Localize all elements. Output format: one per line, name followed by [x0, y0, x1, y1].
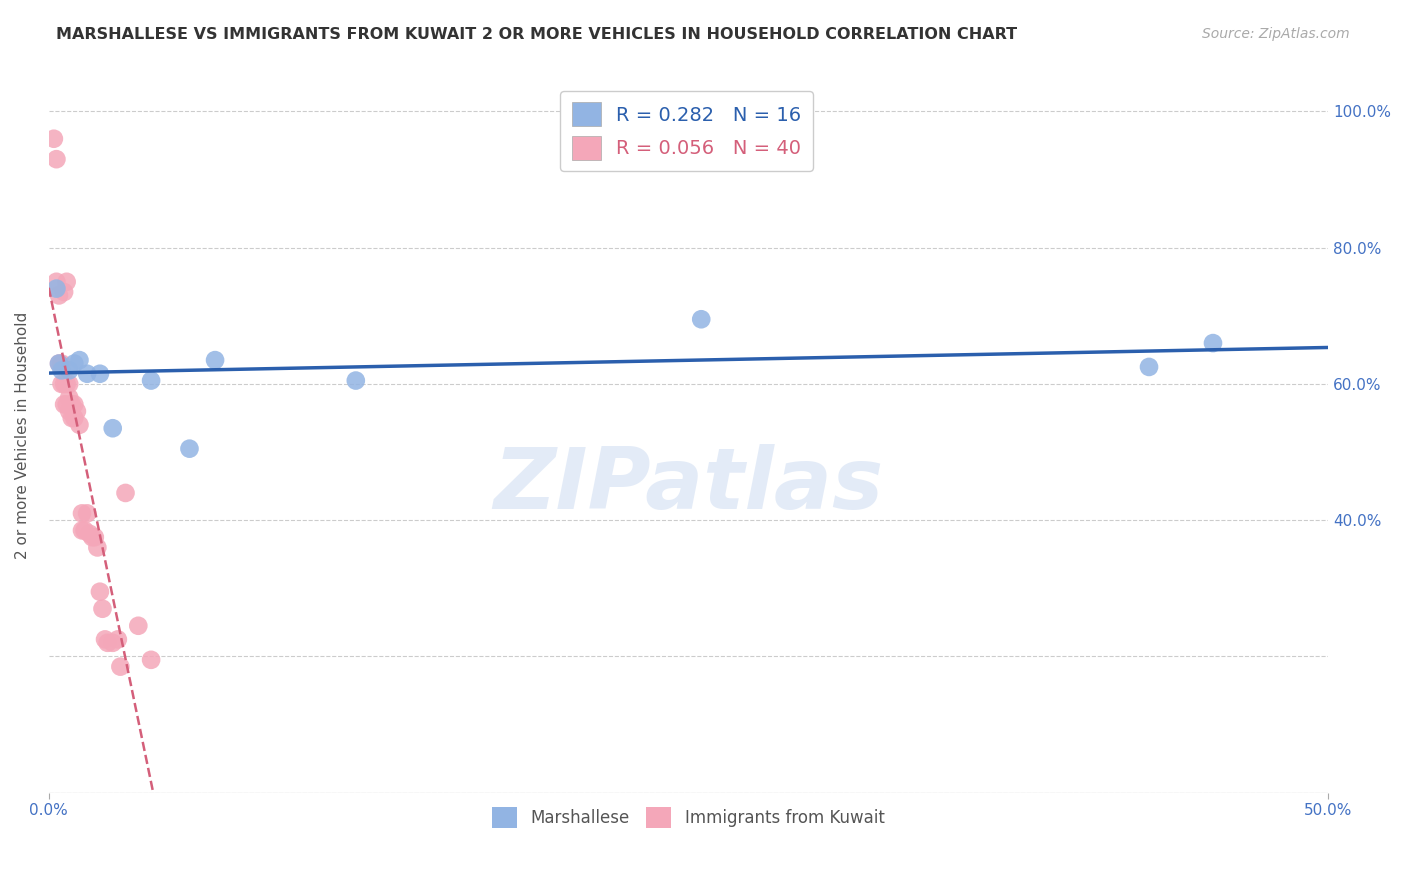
- Point: [58, 391, 80, 405]
- Point: [101, 421, 124, 435]
- Legend: Marshallese, Immigrants from Kuwait: Marshallese, Immigrants from Kuwait: [485, 801, 891, 834]
- Point: [139, 374, 162, 388]
- Point: [91, 601, 114, 615]
- Point: [60, 411, 83, 425]
- Point: [82, 530, 104, 544]
- Point: [179, 442, 201, 456]
- Point: [48, 357, 70, 371]
- Point: [114, 486, 136, 500]
- Y-axis label: 2 or more Vehicles in Household: 2 or more Vehicles in Household: [15, 311, 30, 558]
- Point: [76, 507, 98, 521]
- Point: [204, 353, 226, 368]
- Point: [344, 374, 367, 388]
- Point: [55, 275, 77, 289]
- Point: [58, 376, 80, 391]
- Point: [42, 132, 65, 146]
- Point: [1137, 359, 1160, 374]
- Point: [55, 397, 77, 411]
- Point: [89, 367, 111, 381]
- Point: [51, 376, 73, 391]
- Point: [58, 404, 80, 418]
- Point: [107, 632, 129, 647]
- Point: [53, 397, 76, 411]
- Point: [51, 363, 73, 377]
- Point: [45, 275, 67, 289]
- Point: [86, 541, 108, 555]
- Point: [139, 653, 162, 667]
- Point: [127, 619, 149, 633]
- Point: [70, 524, 93, 538]
- Text: Source: ZipAtlas.com: Source: ZipAtlas.com: [1202, 27, 1350, 41]
- Text: MARSHALLESE VS IMMIGRANTS FROM KUWAIT 2 OR MORE VEHICLES IN HOUSEHOLD CORRELATIO: MARSHALLESE VS IMMIGRANTS FROM KUWAIT 2 …: [56, 27, 1018, 42]
- Point: [63, 397, 86, 411]
- Point: [55, 376, 77, 391]
- Text: ZIPatlas: ZIPatlas: [494, 443, 883, 526]
- Point: [48, 357, 70, 371]
- Point: [63, 357, 86, 371]
- Point: [94, 632, 117, 647]
- Point: [73, 524, 96, 538]
- Point: [45, 282, 67, 296]
- Point: [53, 376, 76, 391]
- Point: [60, 397, 83, 411]
- Point: [45, 152, 67, 166]
- Point: [69, 353, 91, 368]
- Point: [66, 404, 89, 418]
- Point: [101, 636, 124, 650]
- Point: [69, 417, 91, 432]
- Point: [79, 526, 101, 541]
- Point: [89, 584, 111, 599]
- Point: [83, 530, 105, 544]
- Point: [1202, 336, 1225, 351]
- Point: [76, 367, 98, 381]
- Point: [51, 357, 73, 371]
- Point: [97, 636, 120, 650]
- Point: [690, 312, 713, 326]
- Point: [110, 659, 132, 673]
- Point: [70, 507, 93, 521]
- Point: [58, 363, 80, 377]
- Point: [48, 288, 70, 302]
- Point: [63, 411, 86, 425]
- Point: [53, 285, 76, 299]
